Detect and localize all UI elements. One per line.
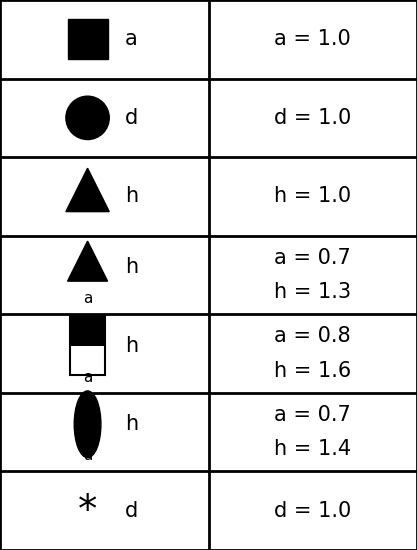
Polygon shape [68, 19, 108, 59]
Polygon shape [68, 241, 108, 281]
Text: a = 0.7: a = 0.7 [274, 248, 351, 268]
Polygon shape [66, 168, 109, 212]
Ellipse shape [74, 391, 101, 458]
Text: a: a [83, 370, 92, 384]
Text: h = 1.3: h = 1.3 [274, 282, 351, 303]
Text: *: * [78, 492, 97, 530]
Text: h: h [125, 414, 138, 434]
Text: a: a [83, 291, 92, 306]
Text: a: a [125, 29, 138, 50]
Text: h: h [125, 186, 138, 206]
Text: d: d [125, 500, 138, 521]
Ellipse shape [66, 96, 109, 140]
Polygon shape [70, 316, 105, 376]
Text: h: h [125, 336, 138, 356]
Text: a = 0.7: a = 0.7 [274, 405, 351, 425]
Text: a = 0.8: a = 0.8 [274, 326, 351, 346]
Text: d: d [125, 108, 138, 128]
Text: h = 1.4: h = 1.4 [274, 439, 351, 459]
Text: a: a [83, 448, 92, 463]
Text: d = 1.0: d = 1.0 [274, 500, 352, 521]
Text: h = 1.0: h = 1.0 [274, 186, 351, 206]
Text: d = 1.0: d = 1.0 [274, 108, 352, 128]
Polygon shape [70, 316, 105, 346]
Text: h = 1.6: h = 1.6 [274, 361, 352, 381]
Text: a = 1.0: a = 1.0 [274, 29, 351, 50]
Text: h: h [125, 257, 138, 277]
